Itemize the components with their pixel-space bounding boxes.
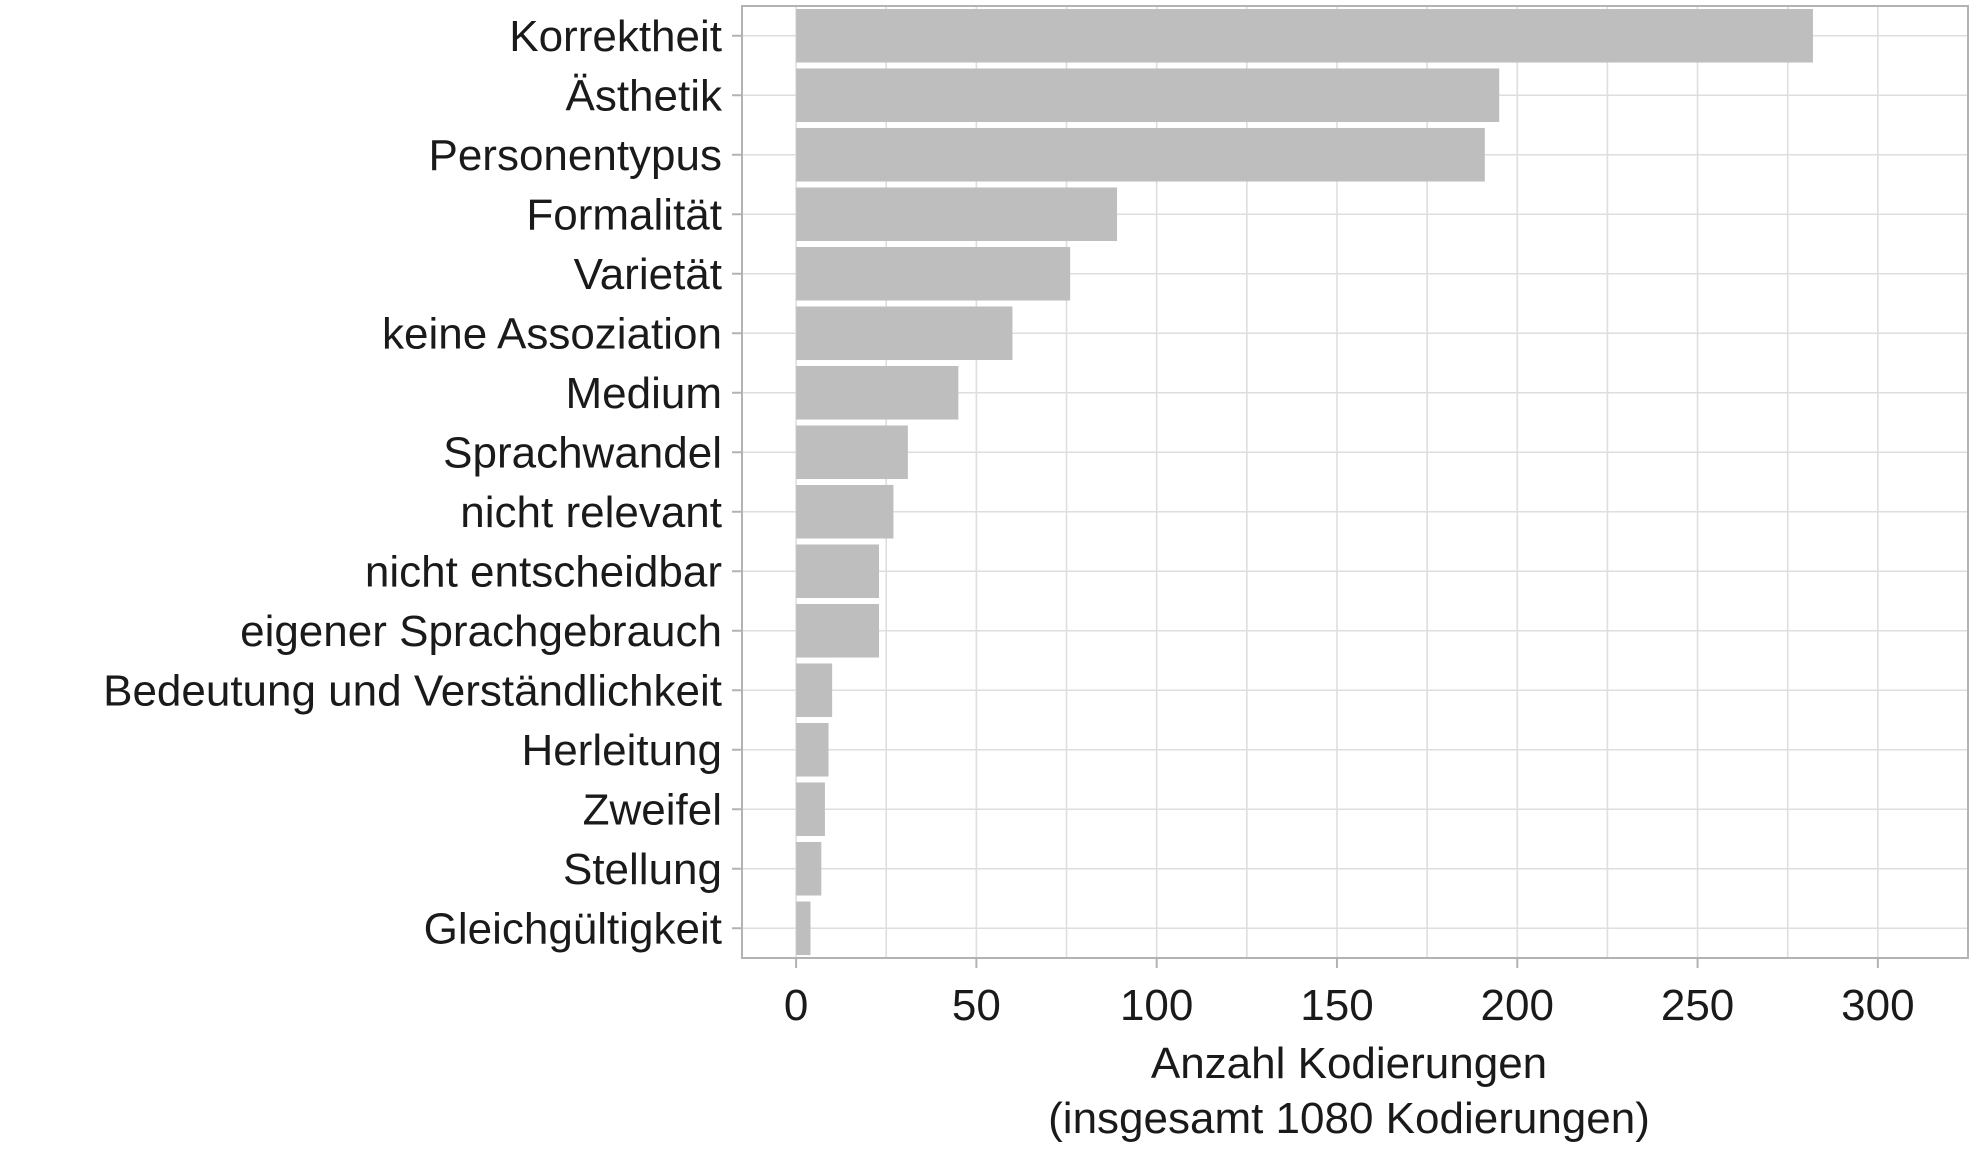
y-tick-label: Ästhetik: [565, 71, 723, 120]
bar: [796, 663, 833, 718]
x-tick-label: 0: [784, 981, 808, 1030]
bar: [796, 484, 894, 539]
y-tick-label: Stellung: [563, 845, 722, 894]
bars: [796, 8, 1813, 956]
bar: [796, 841, 822, 896]
y-tick-label: Personentypus: [428, 131, 722, 180]
bar: [796, 365, 959, 420]
y-axis-ticks: Korrektheit Ästhetik Personentypus Formalit…: [103, 12, 742, 953]
y-tick-label: keine Assoziation: [382, 309, 722, 358]
y-tick-label: nicht entscheidbar: [365, 547, 722, 596]
bar: [796, 782, 825, 837]
bar: [796, 8, 1813, 63]
y-tick-label: Zweifel: [583, 785, 722, 834]
x-tick-label: 100: [1120, 981, 1193, 1030]
x-tick-label: 300: [1841, 981, 1914, 1030]
bar: [796, 544, 880, 599]
y-tick-label: Sprachwandel: [443, 428, 722, 477]
y-tick-label: Bedeutung und Verständlichkeit: [103, 666, 722, 715]
bar: [796, 68, 1500, 123]
x-tick-label: 200: [1481, 981, 1554, 1030]
y-tick-label: Varietät: [574, 250, 722, 299]
x-tick-label: 250: [1661, 981, 1734, 1030]
y-tick-label: nicht relevant: [460, 488, 722, 537]
bar: [796, 603, 880, 658]
y-tick-label: Herleitung: [521, 726, 722, 775]
bar: [796, 722, 829, 777]
bar: [796, 127, 1485, 182]
y-tick-label: Medium: [566, 369, 723, 418]
x-axis-title: Anzahl Kodierungen: [1151, 1039, 1547, 1088]
bar: [796, 306, 1013, 361]
bar: [796, 901, 811, 956]
y-tick-label: Gleichgültigkeit: [424, 904, 722, 953]
x-axis-subtitle: (insgesamt 1080 Kodierungen): [1048, 1094, 1650, 1143]
y-tick-label: eigener Sprachgebrauch: [240, 607, 722, 656]
bar: [796, 246, 1071, 301]
x-axis-ticks: 0 50 100 150 200 250 300: [784, 958, 1915, 1030]
y-tick-label: Formalität: [526, 190, 722, 239]
x-tick-label: 150: [1300, 981, 1373, 1030]
bar: [796, 187, 1118, 242]
y-tick-label: Korrektheit: [509, 12, 722, 61]
x-tick-label: 50: [952, 981, 1001, 1030]
bar: [796, 425, 908, 480]
panel-border: [741, 5, 1969, 959]
